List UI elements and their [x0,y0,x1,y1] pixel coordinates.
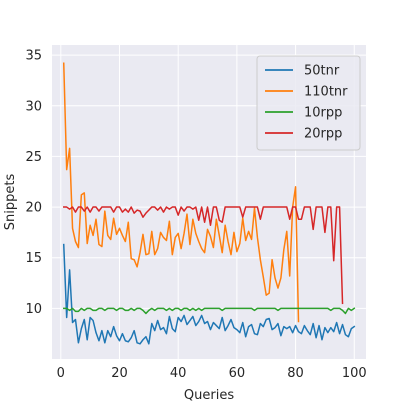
y-tick-label: 30 [25,99,42,114]
legend-box [256,55,361,151]
y-tick-label: 25 [25,150,42,165]
series-line-110tnr [62,62,300,323]
x-axis-label: Queries [184,388,234,403]
legend-label: 20rpp [304,127,342,142]
x-tick-label: 40 [170,366,187,381]
x-tick-label: 100 [342,366,367,381]
y-tick-label: 15 [25,251,42,266]
series-line-50tnr [62,243,356,345]
legend: 50tnr 110tnr 10rpp 20rpp [256,55,361,151]
y-tick-label: 10 [25,302,42,317]
x-tick-labels: 0 20 40 60 80 100 [57,366,367,381]
x-tick-label: 80 [287,366,304,381]
x-tick-label: 0 [57,366,65,381]
legend-label: 10rpp [304,106,342,121]
series-layer [62,62,356,345]
legend-label: 110tnr [304,85,348,100]
y-axis-label: Snippets [3,174,18,231]
series-line-10rpp [62,307,356,315]
legend-label: 50tnr [304,64,340,79]
x-tick-label: 20 [111,366,128,381]
y-tick-label: 35 [25,49,42,64]
y-tick-labels: 10 15 20 25 30 35 [25,49,42,317]
y-tick-label: 20 [25,201,42,216]
series-line-20rpp [62,206,344,305]
x-tick-label: 60 [229,366,246,381]
